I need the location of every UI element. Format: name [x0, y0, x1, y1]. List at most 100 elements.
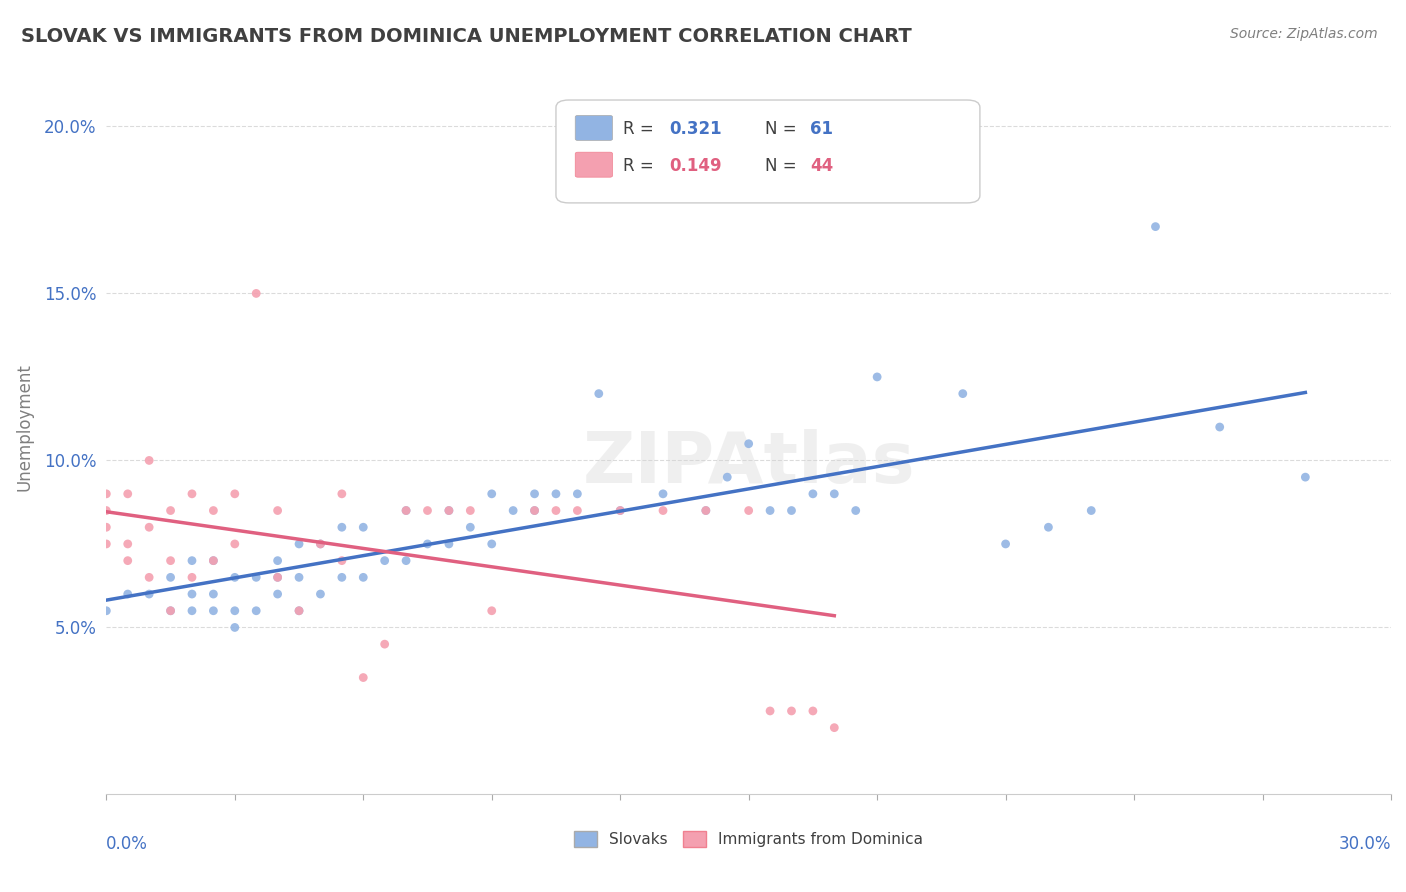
- FancyBboxPatch shape: [555, 100, 980, 202]
- Point: [1209, 420, 1232, 434]
- Point: [288, 604, 311, 618]
- Point: [138, 570, 160, 584]
- Text: 61: 61: [810, 120, 834, 138]
- Point: [224, 487, 246, 501]
- Point: [652, 487, 675, 501]
- Point: [117, 554, 139, 568]
- Point: [181, 487, 204, 501]
- Point: [737, 436, 759, 450]
- FancyBboxPatch shape: [575, 153, 613, 178]
- Point: [737, 503, 759, 517]
- Point: [96, 503, 118, 517]
- Point: [159, 503, 181, 517]
- Point: [224, 537, 246, 551]
- Point: [138, 453, 160, 467]
- Text: R =: R =: [623, 120, 659, 138]
- Point: [395, 554, 418, 568]
- Point: [202, 554, 225, 568]
- Point: [652, 503, 675, 517]
- Point: [202, 604, 225, 618]
- Point: [845, 503, 868, 517]
- Point: [202, 587, 225, 601]
- Text: 44: 44: [810, 157, 834, 175]
- Point: [288, 537, 311, 551]
- Point: [352, 671, 374, 685]
- Point: [96, 604, 118, 618]
- Point: [309, 537, 332, 551]
- Point: [117, 487, 139, 501]
- Point: [96, 537, 118, 551]
- Point: [780, 503, 803, 517]
- Point: [309, 587, 332, 601]
- Point: [374, 554, 396, 568]
- Point: [588, 386, 610, 401]
- Point: [952, 386, 974, 401]
- Point: [159, 554, 181, 568]
- Point: [523, 503, 546, 517]
- Point: [224, 604, 246, 618]
- Text: ZIPAtlas: ZIPAtlas: [582, 429, 915, 499]
- Point: [224, 570, 246, 584]
- Point: [544, 503, 567, 517]
- Point: [437, 537, 460, 551]
- Point: [330, 487, 353, 501]
- Point: [181, 570, 204, 584]
- Point: [245, 570, 267, 584]
- Point: [96, 487, 118, 501]
- Point: [481, 537, 503, 551]
- Point: [395, 503, 418, 517]
- Point: [202, 554, 225, 568]
- Point: [759, 503, 782, 517]
- Point: [801, 487, 824, 501]
- Point: [266, 587, 288, 601]
- Point: [460, 503, 482, 517]
- Text: SLOVAK VS IMMIGRANTS FROM DOMINICA UNEMPLOYMENT CORRELATION CHART: SLOVAK VS IMMIGRANTS FROM DOMINICA UNEMP…: [21, 27, 912, 45]
- Point: [609, 503, 631, 517]
- Legend: Slovaks, Immigrants from Dominica: Slovaks, Immigrants from Dominica: [568, 825, 929, 853]
- Text: N =: N =: [765, 157, 803, 175]
- Point: [823, 487, 845, 501]
- Point: [823, 721, 845, 735]
- Point: [437, 503, 460, 517]
- Point: [994, 537, 1017, 551]
- Point: [266, 554, 288, 568]
- Point: [159, 604, 181, 618]
- Point: [330, 570, 353, 584]
- Point: [437, 503, 460, 517]
- Point: [288, 604, 311, 618]
- Point: [481, 604, 503, 618]
- Point: [352, 570, 374, 584]
- Point: [330, 520, 353, 534]
- Point: [352, 520, 374, 534]
- Point: [1038, 520, 1060, 534]
- Point: [159, 604, 181, 618]
- Point: [866, 370, 889, 384]
- Point: [117, 537, 139, 551]
- Point: [117, 587, 139, 601]
- Y-axis label: Unemployment: Unemployment: [15, 363, 32, 491]
- Point: [544, 487, 567, 501]
- Point: [96, 520, 118, 534]
- Point: [416, 503, 439, 517]
- Point: [266, 570, 288, 584]
- Point: [1144, 219, 1167, 234]
- Point: [716, 470, 738, 484]
- Point: [288, 570, 311, 584]
- Point: [481, 487, 503, 501]
- Text: N =: N =: [765, 120, 803, 138]
- Text: 0.321: 0.321: [669, 120, 721, 138]
- Point: [159, 570, 181, 584]
- Point: [523, 487, 546, 501]
- Point: [266, 570, 288, 584]
- Point: [780, 704, 803, 718]
- Point: [695, 503, 717, 517]
- Text: 0.0%: 0.0%: [107, 835, 148, 853]
- Point: [1294, 470, 1316, 484]
- Point: [460, 520, 482, 534]
- Point: [224, 620, 246, 634]
- Point: [266, 503, 288, 517]
- Point: [374, 637, 396, 651]
- FancyBboxPatch shape: [575, 115, 613, 140]
- Point: [759, 704, 782, 718]
- Text: Source: ZipAtlas.com: Source: ZipAtlas.com: [1230, 27, 1378, 41]
